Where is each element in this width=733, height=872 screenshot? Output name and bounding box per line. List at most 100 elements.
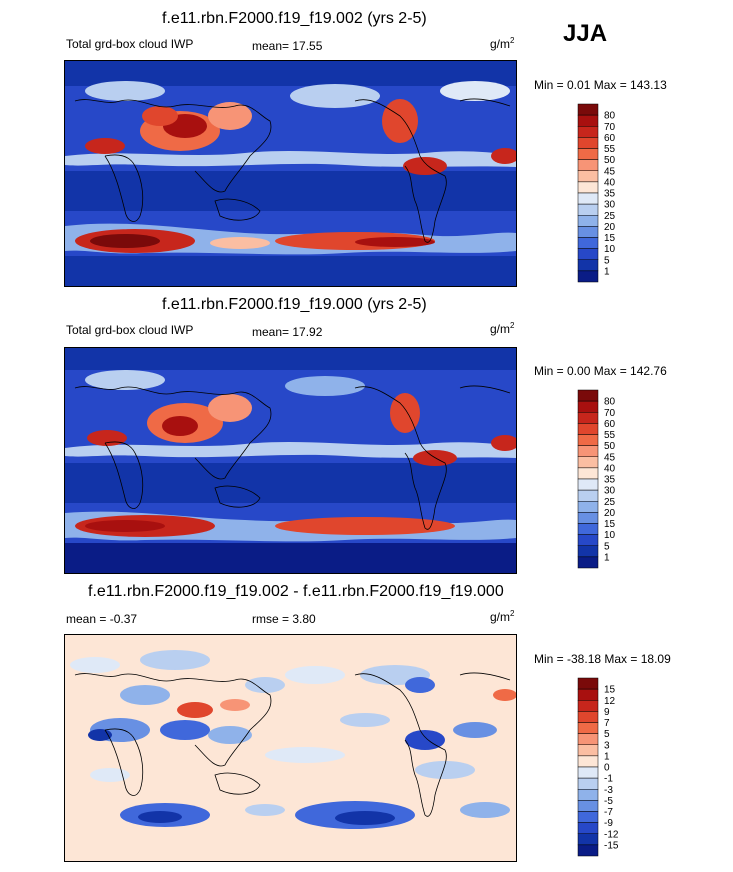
colorbar-swatch	[577, 534, 599, 546]
colorbar-swatch	[577, 148, 599, 160]
colorbar-swatch	[577, 259, 599, 272]
panel-3-colorbar: 15 12 9 7 5 3 1 0 -1 -3 -5 -7 -9 -12 -15	[577, 677, 638, 857]
panel-1-variable-label: Total grd-box cloud IWP	[66, 37, 194, 51]
colorbar-tick-label: -15	[604, 840, 619, 851]
panel-1-map-field	[65, 61, 516, 286]
colorbar-tick-label: 35	[604, 189, 616, 200]
colorbar-tick-label: 45	[604, 166, 616, 177]
colorbar-swatch	[577, 478, 599, 491]
colorbar-tick-label: 40	[604, 463, 616, 474]
panel-3-mean: mean = -0.37	[66, 612, 138, 626]
colorbar-swatch	[577, 103, 599, 116]
colorbar-swatch	[577, 489, 599, 502]
panel-3-title: f.e11.rbn.F2000.f19_f19.002 - f.e11.rbn.…	[88, 583, 504, 600]
colorbar-tick-label: -5	[604, 796, 613, 807]
panel-2-mean: mean= 17.92	[252, 325, 323, 339]
colorbar-tick-label: 1	[604, 552, 610, 563]
colorbar-swatch	[577, 237, 599, 249]
panel-3-rmse: rmse = 3.80	[252, 612, 316, 626]
colorbar-swatch	[577, 844, 599, 857]
panel-2-minmax: Min = 0.00 Max = 142.76	[534, 364, 667, 378]
colorbar-swatch	[577, 822, 599, 834]
panel-2-variable-label: Total grd-box cloud IWP	[66, 323, 194, 337]
panel-2-map	[64, 347, 517, 574]
colorbar-swatch	[577, 248, 599, 260]
colorbar-swatch	[577, 700, 599, 712]
colorbar-swatch	[577, 181, 599, 194]
colorbar-tick-label: 5	[604, 541, 610, 552]
panel-1-minmax: Min = 0.01 Max = 143.13	[534, 78, 667, 92]
colorbar-swatch	[577, 512, 599, 524]
colorbar-swatch	[577, 137, 599, 149]
panel-2-map-field	[65, 348, 516, 573]
panel-2-colorbar: 80 70 60 55 50 45 40 35 30 25 20 15 10 5 1	[577, 389, 638, 569]
colorbar-tick-label: 10	[604, 244, 616, 255]
colorbar-swatch	[577, 789, 599, 801]
panel-1-map	[64, 60, 517, 287]
colorbar-swatch	[577, 270, 599, 283]
colorbar-swatch	[577, 445, 599, 457]
colorbar-swatch	[577, 423, 599, 435]
colorbar-tick-label: 0	[604, 763, 610, 774]
colorbar-swatch	[577, 545, 599, 558]
colorbar-swatch	[577, 215, 599, 227]
colorbar-tick-label: 1	[604, 751, 610, 762]
colorbar-tick-label: -1	[604, 774, 613, 785]
colorbar-tick-label: 45	[604, 452, 616, 463]
colorbar-tick-label: 1	[604, 266, 610, 277]
colorbar-swatch	[577, 400, 599, 413]
colorbar-tick-label: 5	[604, 255, 610, 266]
colorbar-tick-label: 9	[604, 707, 610, 718]
panel-1-mean: mean= 17.55	[252, 39, 323, 53]
colorbar-swatch	[577, 226, 599, 238]
colorbar-tick-label: 15	[604, 233, 616, 244]
colorbar-tick-label: 60	[604, 419, 616, 430]
colorbar-swatch	[577, 755, 599, 768]
season-label: JJA	[563, 20, 608, 47]
colorbar-tick-label: 15	[604, 519, 616, 530]
colorbar-tick-label: 55	[604, 430, 616, 441]
colorbar-tick-label: 10	[604, 530, 616, 541]
colorbar-tick-label: 80	[604, 111, 616, 122]
colorbar-tick-label: 25	[604, 497, 616, 508]
colorbar-swatch	[577, 456, 599, 469]
panel-1-title: f.e11.rbn.F2000.f19_f19.002 (yrs 2-5)	[162, 10, 427, 27]
colorbar-swatch	[577, 170, 599, 183]
colorbar-swatch	[577, 126, 599, 138]
panel-1-colorbar: 80 70 60 55 50 45 40 35 30 25 20 15 10 5 1	[577, 103, 638, 283]
colorbar-tick-label: 35	[604, 475, 616, 486]
colorbar-swatch	[577, 777, 599, 790]
colorbar-tick-label: 30	[604, 486, 616, 497]
panel-3-map	[64, 634, 517, 862]
colorbar-tick-label: 70	[604, 122, 616, 133]
colorbar-swatch	[577, 811, 599, 823]
colorbar-swatch	[577, 114, 599, 127]
colorbar-swatch	[577, 412, 599, 424]
colorbar-tick-label: 5	[604, 729, 610, 740]
panel-3-minmax: Min = -38.18 Max = 18.09	[534, 652, 671, 666]
colorbar-swatch	[577, 523, 599, 535]
colorbar-tick-label: 50	[604, 441, 616, 452]
colorbar-swatch	[577, 203, 599, 216]
colorbar-tick-label: 15	[604, 685, 616, 696]
panel-3-map-field	[65, 635, 516, 861]
colorbar-swatch	[577, 800, 599, 812]
colorbar-tick-label: 20	[604, 508, 616, 519]
colorbar-tick-label: 50	[604, 155, 616, 166]
colorbar-tick-label: -7	[604, 807, 613, 818]
panel-2-title: f.e11.rbn.F2000.f19_f19.000 (yrs 2-5)	[162, 296, 427, 313]
colorbar-swatch	[577, 556, 599, 569]
colorbar-swatch	[577, 501, 599, 513]
colorbar-tick-label: 80	[604, 397, 616, 408]
colorbar-tick-label: 60	[604, 133, 616, 144]
panel-3-units: g/m2	[490, 609, 515, 624]
colorbar-swatch	[577, 833, 599, 846]
colorbar-tick-label: 40	[604, 177, 616, 188]
colorbar-tick-label: 12	[604, 696, 616, 707]
colorbar-swatch	[577, 434, 599, 446]
colorbar-tick-label: 25	[604, 211, 616, 222]
colorbar-swatch	[577, 733, 599, 745]
